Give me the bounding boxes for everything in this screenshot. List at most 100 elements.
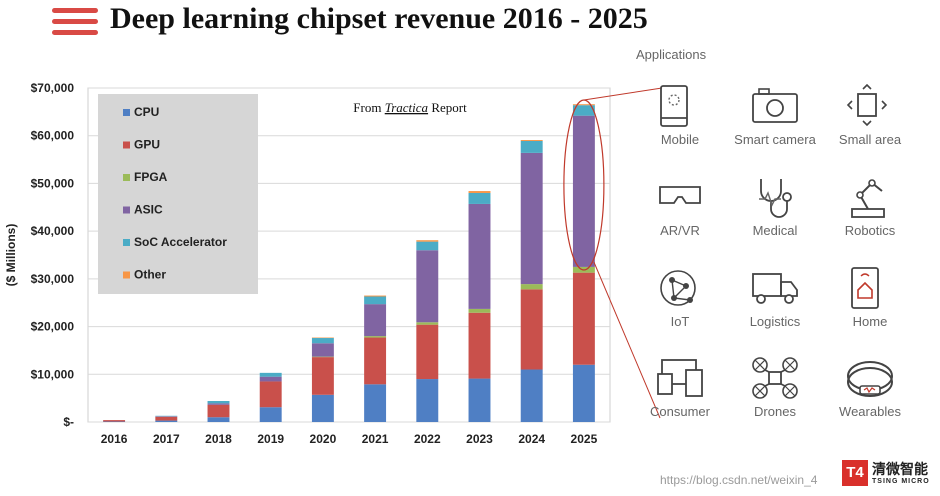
bar-cpu (259, 407, 282, 422)
bar-cpu (364, 384, 387, 422)
bar-gpu (572, 272, 595, 365)
bar-soc-accelerator (416, 241, 439, 251)
y-tick-label: $20,000 (31, 320, 75, 334)
app-smart-camera: Smart camera (725, 84, 825, 147)
app-ar-vr: AR/VR (630, 175, 730, 238)
app-home: Home (820, 266, 920, 329)
app-drones: Drones (725, 356, 825, 419)
bar-asic (311, 343, 334, 357)
bar-other (364, 295, 387, 297)
bar-other (520, 140, 543, 141)
legend-label: SoC Accelerator (134, 235, 227, 249)
bar-asic (520, 152, 543, 285)
app-label: Drones (754, 404, 796, 419)
app-label: Logistics (749, 314, 801, 329)
hamburger-icon[interactable] (52, 8, 98, 38)
app-mobile: Mobile (630, 84, 730, 147)
bar-soc-accelerator (259, 372, 282, 377)
x-tick-label: 2025 (571, 432, 598, 446)
app-label: Medical (752, 223, 798, 238)
robot-arm-icon (851, 179, 885, 218)
y-tick-label: $- (63, 415, 74, 429)
app-logistics: Logistics (725, 266, 825, 329)
bar-cpu (572, 364, 595, 422)
bar-cpu (207, 417, 230, 422)
y-tick-label: $50,000 (31, 176, 75, 190)
bar-gpu (207, 404, 230, 418)
bar-soc-accelerator (207, 401, 230, 404)
x-tick-label: 2016 (101, 432, 128, 446)
app-label: Small area (838, 132, 902, 147)
bar-cpu (155, 420, 178, 422)
legend-box (98, 94, 258, 294)
bar-asic (572, 115, 595, 267)
bar-asic (416, 250, 439, 323)
app-label: Home (852, 314, 888, 329)
x-tick-label: 2024 (518, 432, 545, 446)
stethoscope-icon (759, 179, 792, 218)
y-tick-label: $70,000 (31, 81, 75, 95)
drone-icon (752, 357, 798, 399)
iot-network-icon (660, 270, 696, 306)
page-title: Deep learning chipset revenue 2016 - 202… (110, 2, 648, 35)
bar-cpu (311, 394, 334, 422)
bar-other (468, 191, 491, 193)
legend-label: GPU (134, 138, 160, 152)
x-tick-label: 2019 (257, 432, 284, 446)
app-label: Wearables (839, 404, 901, 419)
bar-fpga (520, 284, 543, 290)
bar-fpga (468, 308, 491, 313)
y-tick-label: $60,000 (31, 129, 75, 143)
bar-cpu (416, 379, 439, 422)
x-tick-label: 2018 (205, 432, 232, 446)
bar-gpu (364, 337, 387, 385)
legend-swatch (123, 271, 130, 279)
app-iot: IoT (630, 266, 730, 329)
small-area-icon (846, 84, 888, 127)
connector-line (583, 87, 663, 101)
bar-other (572, 104, 595, 106)
bar-gpu (155, 416, 178, 421)
brand-mark: T4 (842, 460, 868, 486)
x-tick-label: 2017 (153, 432, 180, 446)
bar-gpu (416, 324, 439, 380)
legend-label: CPU (134, 105, 159, 119)
applications-heading: Applications (636, 47, 707, 62)
wristband-icon (847, 361, 893, 397)
bar-asic (259, 376, 282, 382)
bar-soc-accelerator (520, 140, 543, 153)
bar-asic (468, 203, 491, 309)
x-tick-label: 2021 (362, 432, 389, 446)
bar-asic (364, 304, 387, 337)
bar-other (416, 240, 439, 242)
app-label: Smart camera (734, 132, 816, 147)
y-axis-label: ($ Millions) (4, 224, 18, 287)
brand-name-en: TSING MICRO (872, 478, 930, 485)
devices-icon (657, 359, 703, 397)
legend-swatch (123, 109, 130, 116)
x-tick-label: 2023 (466, 432, 493, 446)
source-annotation: From Tractica Report (353, 100, 467, 115)
app-label: IoT (670, 314, 690, 329)
bar-soc-accelerator (572, 105, 595, 116)
mobile-icon (660, 85, 688, 127)
y-tick-label: $30,000 (31, 272, 75, 286)
app-small-area: Small area (820, 84, 920, 147)
app-consumer: Consumer (630, 356, 730, 419)
legend-label: ASIC (134, 203, 163, 217)
smart-home-icon (851, 267, 879, 309)
bar-asic (207, 403, 230, 405)
bar-gpu (259, 381, 282, 408)
bar-gpu (311, 357, 334, 395)
camera-icon (752, 88, 798, 123)
x-tick-label: 2020 (310, 432, 337, 446)
brand-name-cn: 清微智能 (872, 461, 928, 477)
y-tick-label: $10,000 (31, 367, 75, 381)
app-label: Consumer (650, 404, 710, 419)
app-robotics: Robotics (820, 175, 920, 238)
legend-swatch (123, 239, 130, 246)
bar-fpga (416, 322, 439, 325)
bar-gpu (103, 420, 126, 422)
watermark: https://blog.csdn.net/weixin_4 (660, 473, 818, 487)
